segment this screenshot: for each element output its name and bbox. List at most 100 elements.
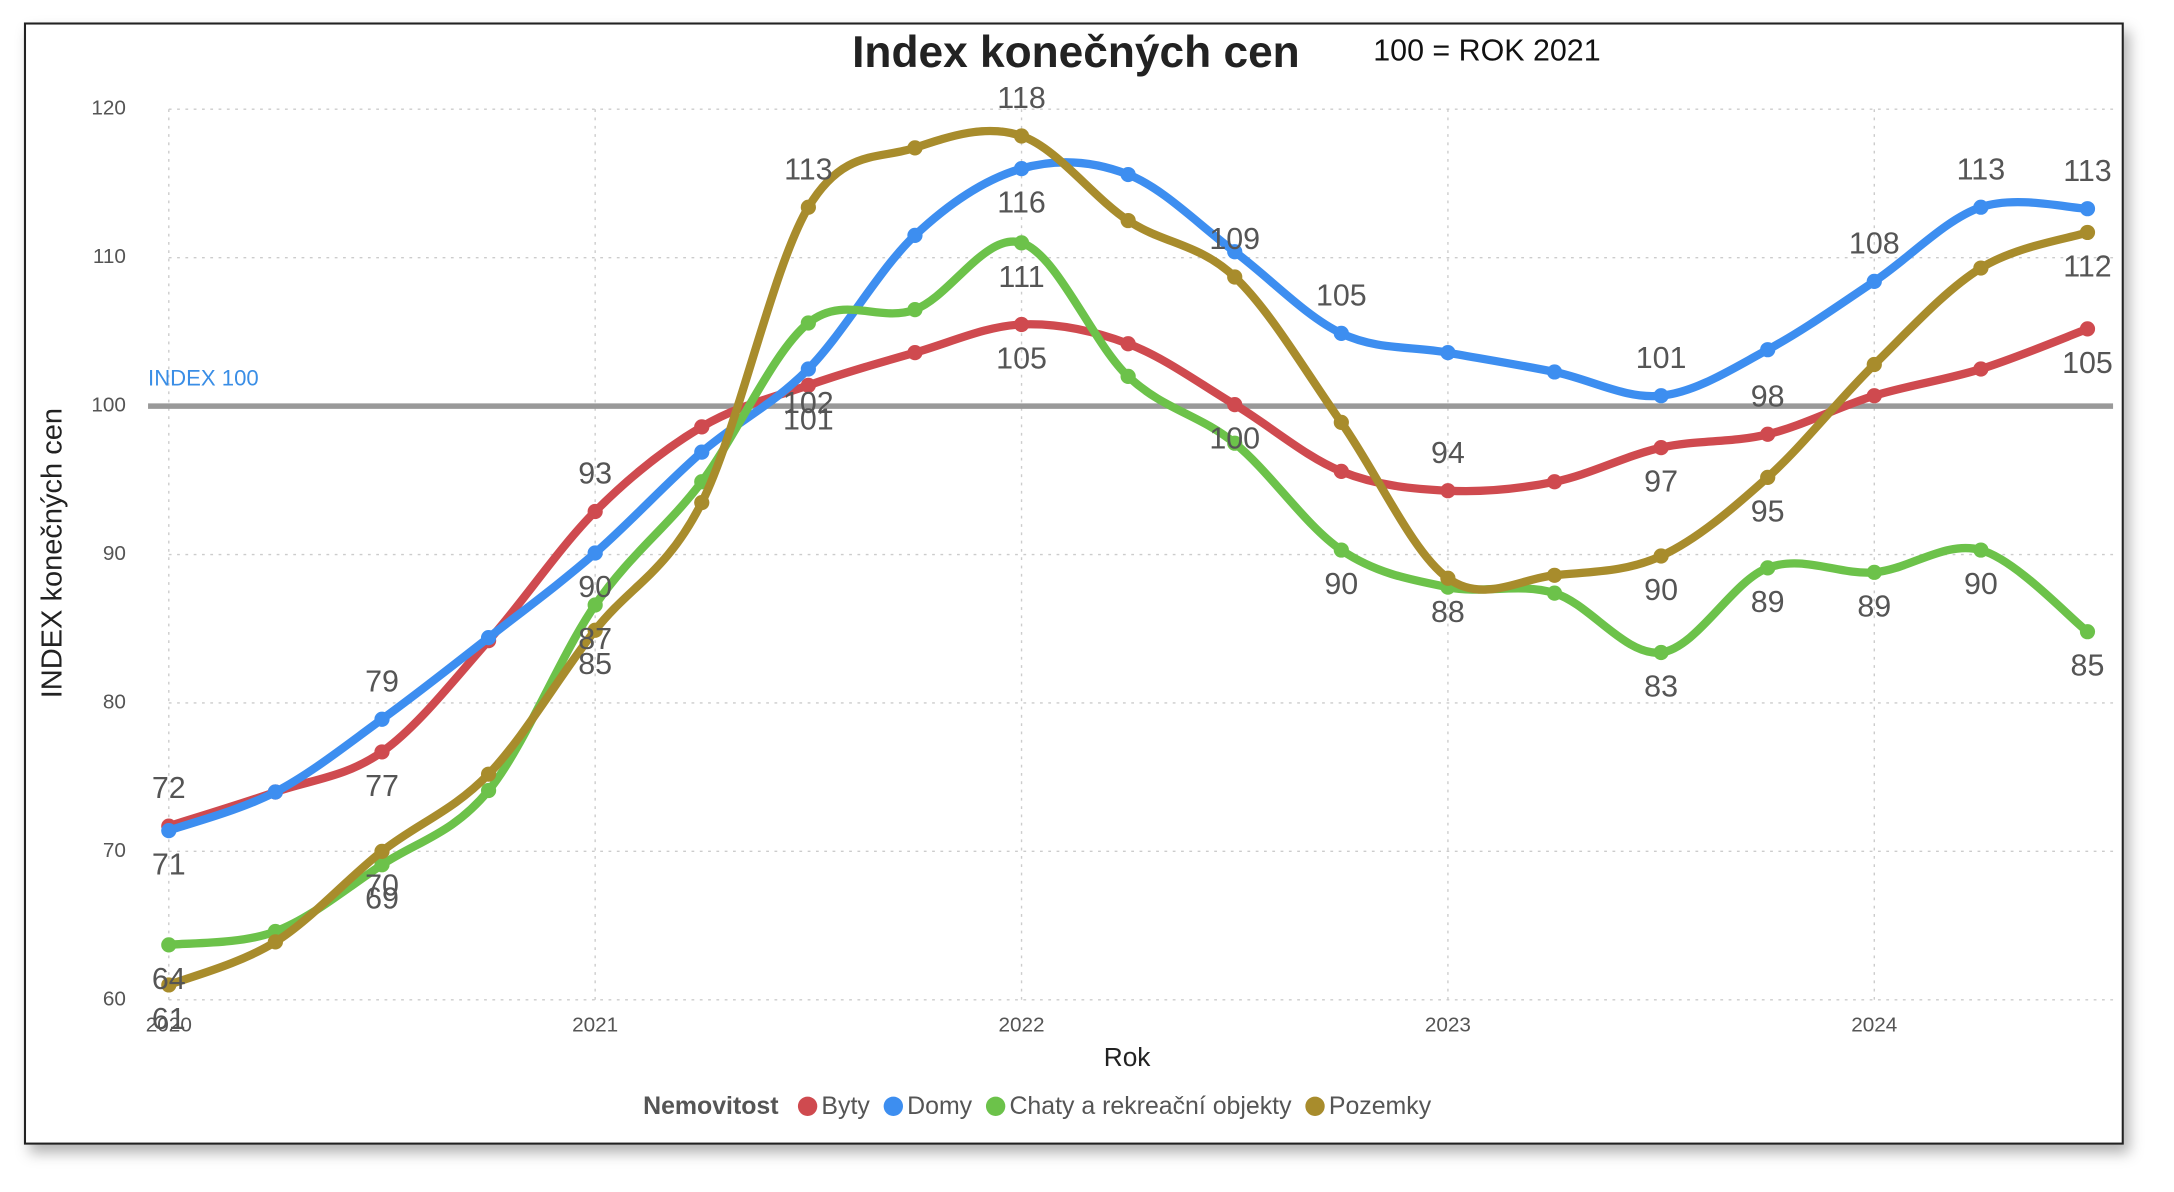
data-point (1120, 368, 1136, 385)
legend-marker (883, 1096, 904, 1116)
data-label: 101 (783, 402, 834, 436)
chart-frame (23, 22, 2124, 1145)
y-tick-label: 70 (103, 839, 126, 862)
data-point (267, 784, 283, 800)
data-label: 108 (1849, 226, 1900, 260)
data-point (1120, 212, 1136, 229)
data-label: 83 (1644, 669, 1678, 703)
data-point (587, 622, 603, 638)
legend-label: Domy (907, 1092, 973, 1120)
data-point (1013, 316, 1030, 333)
data-point (2079, 224, 2096, 241)
data-point (1227, 397, 1243, 413)
data-label: 98 (1751, 379, 1785, 413)
data-point (374, 744, 390, 760)
data-label: 113 (1957, 152, 2005, 186)
data-label: 112 (2063, 249, 2111, 283)
data-point (800, 199, 816, 215)
data-point (161, 937, 177, 953)
data-point (1333, 463, 1349, 480)
data-label: 101 (1636, 341, 1687, 375)
data-point (1866, 273, 1882, 290)
data-point (1760, 426, 1776, 442)
data-label: 69 (365, 882, 399, 916)
data-point (587, 545, 603, 561)
data-point (2079, 201, 2096, 217)
data-label: 93 (578, 457, 612, 491)
data-point (1653, 440, 1669, 456)
data-point (1120, 336, 1136, 352)
data-point (1120, 166, 1136, 183)
legend-marker (1305, 1096, 1325, 1116)
x-tick-label: 2020 (146, 1014, 192, 1037)
x-tick-label: 2023 (1425, 1014, 1471, 1037)
data-label: 89 (1751, 585, 1785, 619)
data-point (1973, 542, 1989, 558)
data-point (1333, 542, 1349, 558)
y-tick-label: 100 (91, 394, 126, 417)
data-point (374, 843, 390, 859)
data-point (587, 597, 603, 613)
data-point (1760, 560, 1776, 576)
data-point (907, 302, 923, 318)
data-point (1760, 342, 1776, 358)
chart-title: Index konečných cen (852, 28, 1300, 77)
data-point (694, 419, 710, 435)
data-point (907, 345, 923, 361)
data-point (1866, 388, 1882, 404)
data-label: 87 (578, 622, 612, 656)
data-point (587, 503, 603, 520)
data-point (1440, 570, 1456, 586)
data-label: 111 (998, 260, 1044, 294)
series-line (164, 237, 2092, 950)
data-point (1546, 567, 1563, 583)
data-label: 113 (2063, 154, 2111, 188)
data-label: 105 (996, 341, 1047, 375)
data-point (161, 977, 177, 993)
data-point (1973, 199, 1989, 215)
y-tick-label: 80 (103, 690, 126, 713)
data-point (267, 934, 283, 950)
data-point (374, 857, 390, 873)
data-label: 85 (2071, 649, 2105, 683)
data-label: 97 (1644, 465, 1678, 499)
data-label: 105 (1316, 278, 1367, 312)
data-point (1653, 644, 1669, 661)
data-point (694, 444, 710, 460)
data-label: 113 (784, 152, 832, 186)
data-point (1440, 483, 1456, 499)
data-label: 102 (783, 386, 834, 420)
data-point (374, 711, 390, 727)
data-label: 90 (578, 570, 612, 604)
y-tick-label: 120 (91, 97, 126, 120)
data-point (1013, 161, 1030, 177)
data-label: 90 (1324, 567, 1358, 601)
data-point (1653, 388, 1669, 404)
data-point (1440, 345, 1456, 361)
data-label: 88 (1431, 595, 1465, 629)
x-tick-label: 2022 (998, 1014, 1044, 1037)
data-point (694, 494, 710, 511)
data-label: 90 (1644, 573, 1678, 607)
data-point (1013, 235, 1030, 251)
data-point (2079, 624, 2096, 640)
y-tick-label: 110 (93, 245, 126, 268)
y-tick-label: 60 (103, 987, 126, 1010)
data-label: 116 (997, 186, 1045, 220)
data-label: 71 (152, 848, 186, 882)
data-label: 70 (365, 868, 399, 902)
data-label: 72 (152, 771, 186, 805)
data-point (907, 140, 923, 156)
data-label: 89 (1857, 589, 1891, 623)
data-point (1227, 244, 1243, 260)
data-point (1653, 548, 1669, 564)
data-point (800, 377, 816, 393)
data-point (1760, 469, 1776, 485)
data-point (800, 361, 816, 377)
data-point (161, 822, 177, 839)
data-point (1866, 564, 1882, 580)
x-axis-title: Rok (1104, 1042, 1152, 1072)
data-label: 85 (578, 647, 612, 681)
x-tick-label: 2021 (572, 1014, 618, 1037)
